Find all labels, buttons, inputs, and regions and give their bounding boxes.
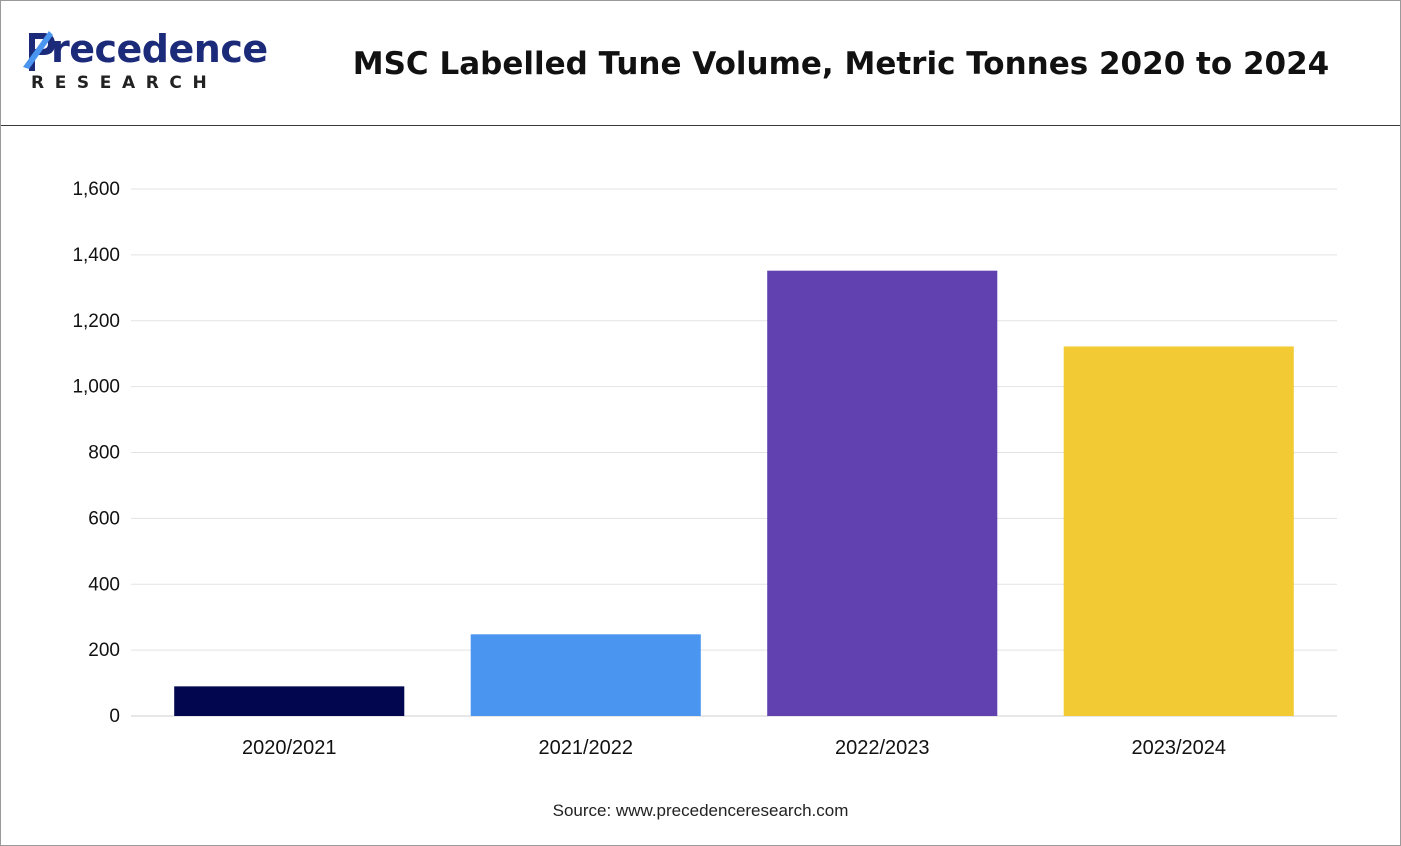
x-tick-label: 2020/2021 (242, 737, 337, 759)
y-tick-label: 1,200 (72, 311, 120, 332)
source-note: Source: www.precedenceresearch.com (552, 801, 849, 820)
plot-area: 0 200 400 600 800 1,000 1,200 1,400 1,600 2020/2… (72, 179, 1337, 759)
y-tick-label: 800 (88, 443, 120, 464)
y-tick-label: 1,600 (72, 179, 120, 200)
chart-title: MSC Labelled Tune Volume, Metric Tonnes … (352, 46, 1330, 82)
bar-2020-2021 (174, 686, 405, 716)
x-tick-label: 2022/2023 (835, 737, 930, 759)
y-tick-label: 400 (88, 574, 120, 595)
x-tick-label: 2023/2024 (1131, 737, 1226, 759)
y-tick-label: 200 (88, 640, 120, 661)
y-tick-label: 1,400 (72, 245, 120, 266)
y-tick-label: 1,000 (72, 377, 120, 398)
header: recedence RESEARCH MSC Labelled Tune Vol… (1, 1, 1400, 126)
x-tick-label: 2021/2022 (538, 737, 633, 759)
logo-subtitle: RESEARCH (31, 73, 218, 93)
bar-2021-2022 (470, 634, 701, 716)
y-tick-label: 0 (109, 706, 120, 727)
y-tick-label: 600 (88, 508, 120, 529)
precedence-research-logo: recedence RESEARCH (23, 27, 273, 97)
logo-p-mark-icon (23, 31, 55, 71)
logo-wordmark: recedence (51, 27, 268, 71)
bar-2023-2024 (1063, 346, 1294, 716)
bar-2022-2023 (767, 270, 998, 716)
